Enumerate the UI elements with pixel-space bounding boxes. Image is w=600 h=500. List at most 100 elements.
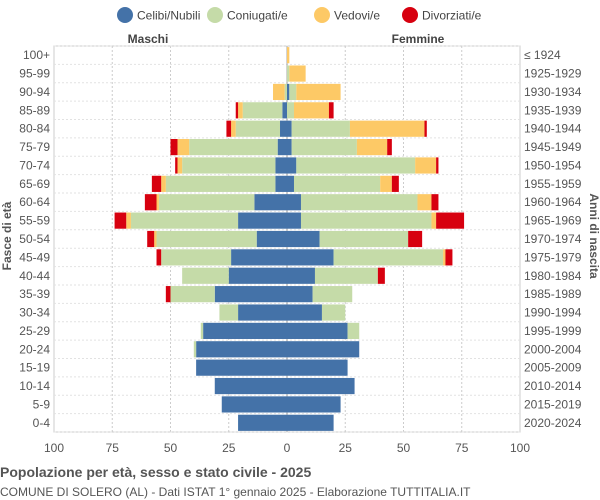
bar-male-0 <box>228 267 287 284</box>
legend-label: Divorziati/e <box>422 9 482 23</box>
bar-female-0 <box>287 120 292 137</box>
legend-marker <box>117 7 133 23</box>
bar-male-1 <box>219 304 239 321</box>
bar-female-0 <box>287 267 315 284</box>
bar-female-1 <box>314 267 378 284</box>
x-tick-label: 50 <box>164 441 178 455</box>
bar-female-0 <box>287 249 334 266</box>
bar-male-3 <box>144 194 157 211</box>
x-tick-label: 25 <box>222 441 236 455</box>
bar-male-3 <box>165 286 171 303</box>
bar-male-2 <box>177 139 190 156</box>
bar-female-2 <box>380 175 392 192</box>
bar-male-1 <box>182 267 229 284</box>
bar-female-1 <box>321 304 346 321</box>
bar-male-3 <box>226 120 232 137</box>
bar-female-0 <box>287 230 320 248</box>
age-group-label: 90-94 <box>19 85 50 99</box>
age-group-label: 20-24 <box>19 342 50 356</box>
bar-male-0 <box>214 377 287 395</box>
bar-female-0 <box>287 414 334 431</box>
bar-male-2 <box>161 175 166 192</box>
age-group-label: 75-79 <box>19 140 50 154</box>
bar-female-3 <box>436 157 439 174</box>
bar-female-1 <box>289 83 297 101</box>
bar-female-2 <box>356 139 388 156</box>
birth-year-label: 1955-1959 <box>524 177 582 191</box>
bar-female-1 <box>291 139 357 156</box>
birth-year-label: 1965-1969 <box>524 214 582 228</box>
legend-marker <box>402 7 418 23</box>
bar-male-0 <box>275 157 287 174</box>
bar-female-3 <box>377 267 385 284</box>
age-group-label: 15-19 <box>19 361 50 375</box>
bar-female-0 <box>287 157 297 174</box>
bar-male-0 <box>275 175 287 192</box>
legend: Celibi/Nubili Coniugati/e Vedovi/e Divorzia… <box>117 7 482 23</box>
bar-female-2 <box>296 83 341 101</box>
birth-year-label: 1995-1999 <box>524 324 582 338</box>
x-tick-label: 0 <box>284 441 291 455</box>
bar-male-1 <box>156 230 257 248</box>
y-axis-title-right: Anni di nascita <box>587 193 600 279</box>
bar-female-2 <box>417 194 432 211</box>
bar-male-0 <box>254 194 287 211</box>
bar-male-0 <box>280 120 287 137</box>
bar-female-2 <box>443 249 446 266</box>
bar-female-2 <box>289 65 306 82</box>
legend-marker <box>207 7 223 23</box>
birth-year-label: 2015-2019 <box>524 397 582 411</box>
age-group-label: 60-64 <box>19 195 50 209</box>
legend-marker <box>314 7 330 23</box>
bar-male-1 <box>235 120 281 137</box>
bar-male-2 <box>126 212 131 229</box>
bar-male-0 <box>196 341 287 358</box>
birth-year-label: 2020-2024 <box>524 416 582 430</box>
legend-label: Vedovi/e <box>334 9 380 23</box>
age-group-label: 65-69 <box>19 177 50 191</box>
legend-label: Celibi/Nubili <box>137 9 200 23</box>
x-tick-label: 100 <box>510 441 530 455</box>
age-labels: 100+ 95-99 90-94 85-89 80-84 75-79 70-74 65-69 6… <box>19 48 50 430</box>
bar-female-0 <box>287 83 290 101</box>
bar-female-1 <box>300 212 432 229</box>
bar-male-3 <box>114 212 127 229</box>
age-group-label: 40-44 <box>19 269 50 283</box>
bar-male-0 <box>238 212 287 229</box>
x-tick-label: 25 <box>339 441 353 455</box>
bar-female-0 <box>287 139 292 156</box>
bar-male-0 <box>282 102 287 119</box>
birth-year-label: 1940-1944 <box>524 122 582 136</box>
birth-year-label: 1985-1989 <box>524 287 582 301</box>
birth-year-label: 1935-1939 <box>524 103 582 117</box>
bar-male-3 <box>170 139 178 156</box>
bar-male-1 <box>182 157 276 174</box>
birth-year-label: 1930-1934 <box>524 85 582 99</box>
bar-male-0 <box>256 230 287 248</box>
bar-male-2 <box>231 120 236 137</box>
age-group-label: 50-54 <box>19 232 50 246</box>
chart-subtitle: COMUNE DI SOLERO (AL) - Dati ISTAT 1° ge… <box>0 485 471 499</box>
bar-male-2 <box>177 157 183 174</box>
bar-female-0 <box>287 322 348 339</box>
bar-male-3 <box>235 102 239 119</box>
chart-title: Popolazione per età, sesso e stato civil… <box>0 464 311 480</box>
age-group-label: 55-59 <box>19 214 50 228</box>
females-title: Femmine <box>392 32 445 46</box>
bar-male-3 <box>175 157 178 174</box>
bar-female-0 <box>287 396 341 413</box>
bar-male-2 <box>273 83 285 101</box>
age-group-label: 35-39 <box>19 287 50 301</box>
bar-female-1 <box>296 157 416 174</box>
bar-female-1 <box>300 194 418 211</box>
birth-year-label: 2010-2014 <box>524 379 582 393</box>
bar-female-1 <box>319 230 409 248</box>
age-group-label: 70-74 <box>19 158 50 172</box>
bar-male-0 <box>231 249 287 266</box>
age-group-label: 95-99 <box>19 67 50 81</box>
birth-year-label: 1925-1929 <box>524 67 582 81</box>
bar-female-0 <box>287 377 355 395</box>
bar-female-1 <box>347 322 360 339</box>
bar-female-1 <box>291 120 350 137</box>
bar-female-0 <box>287 286 313 303</box>
